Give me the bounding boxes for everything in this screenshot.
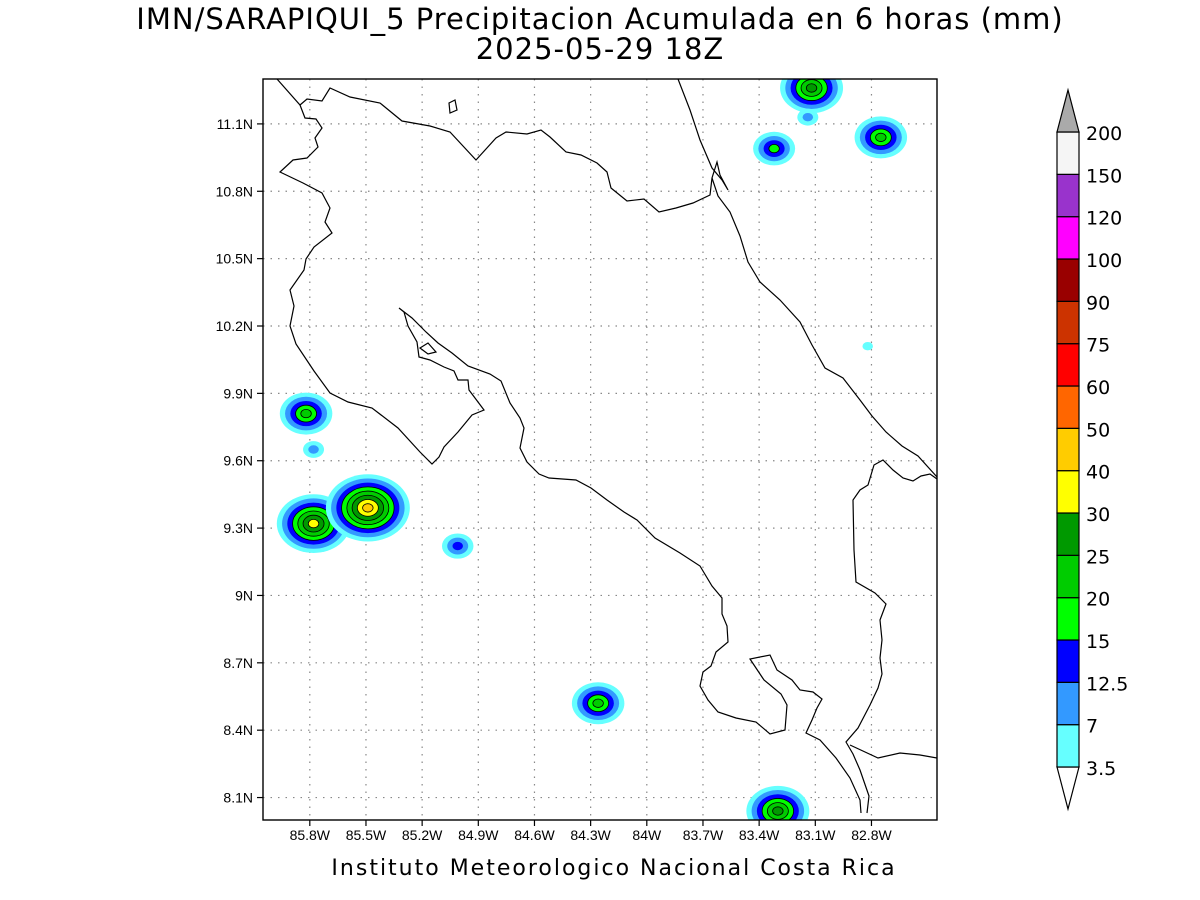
- x-tick-label: 84.6W: [514, 827, 555, 843]
- colorbar-box: [1056, 131, 1080, 175]
- x-tick-label: 83.7W: [683, 827, 724, 843]
- map-frame: [262, 78, 938, 821]
- x-tick-label: 83.1W: [795, 827, 836, 843]
- colorbar-label: 12.5: [1086, 673, 1128, 695]
- y-tick-label: 9.9N: [223, 385, 253, 401]
- colorbar-label: 100: [1086, 250, 1122, 272]
- y-tick-label: 8.4N: [223, 722, 253, 738]
- colorbar-label: 3.5: [1086, 758, 1116, 780]
- colorbar-label: 150: [1086, 165, 1122, 187]
- lake-nicaragua-shore: [276, 79, 729, 213]
- precip-cell: [753, 131, 796, 166]
- y-tick-label: 8.7N: [223, 655, 253, 671]
- colorbar-label: 7: [1086, 716, 1098, 738]
- colorbar-label: 50: [1086, 419, 1110, 441]
- caribbean-coastline: [711, 177, 937, 478]
- y-tick-label: 9.6N: [223, 453, 253, 469]
- colorbar-box: [1056, 639, 1080, 683]
- map-title: IMN/SARAPIQUI_5 Precipitacion Acumulada …: [136, 2, 1064, 36]
- map-subtitle-datetime: 2025-05-29 18Z: [475, 32, 725, 66]
- colorbar-box: [1056, 427, 1080, 472]
- colorbar-label: 20: [1086, 589, 1110, 611]
- y-tick-label: 10.8N: [216, 183, 253, 199]
- colorbar-box: [1056, 554, 1080, 599]
- precip-cell: [854, 116, 908, 159]
- x-tick-label: 83.4W: [739, 827, 780, 843]
- x-tick-label: 85.2W: [402, 827, 443, 843]
- precip-cell: [780, 79, 844, 114]
- y-tick-label: 10.2N: [216, 318, 253, 334]
- colorbar-box: [1056, 597, 1080, 641]
- precip-cell: [797, 108, 819, 126]
- nicoya-lagoon: [418, 342, 438, 355]
- y-tick-label: 11.1N: [217, 116, 253, 132]
- colorbar-box: [1056, 512, 1080, 556]
- footer-credit: Instituto Meteorologico Nacional Costa R…: [331, 856, 897, 881]
- colorbar-box: [1056, 258, 1080, 302]
- colorbar-label: 120: [1086, 208, 1122, 230]
- colorbar-label: 75: [1086, 335, 1110, 357]
- precip-cell: [279, 392, 333, 435]
- precip-cell: [862, 342, 873, 351]
- colorbar-box: [1056, 343, 1080, 387]
- x-tick-label: 84W: [632, 827, 662, 843]
- colorbar-label: 30: [1086, 504, 1110, 526]
- precip-cell: [746, 785, 810, 820]
- lake-islet: [448, 99, 458, 114]
- x-tick-label: 85.8W: [290, 827, 331, 843]
- x-tick-label: 84.9W: [458, 827, 499, 843]
- y-tick-label: 10.5N: [216, 251, 253, 267]
- coastlines: [276, 79, 937, 814]
- colorbar-box: [1056, 681, 1080, 726]
- colorbar-box: [1056, 216, 1080, 260]
- colorbar-low-triangle: [1056, 766, 1080, 812]
- colorbar-label: 90: [1086, 292, 1110, 314]
- colorbar-box: [1056, 300, 1080, 345]
- x-tick-label: 82.8W: [851, 827, 892, 843]
- x-tick-label: 85.5W: [346, 827, 387, 843]
- longitude-ticks: 85.8W 85.5W 85.2W 84.9W 84.6W 84.3W 84W 83.7W 83…: [290, 820, 892, 843]
- precip-cell: [571, 682, 625, 725]
- colorbar-label: 60: [1086, 377, 1110, 399]
- colorbar-label: 15: [1086, 631, 1110, 653]
- colorbar-high-triangle: [1056, 87, 1080, 133]
- colorbar-label: 40: [1086, 462, 1110, 484]
- x-tick-label: 84.3W: [570, 827, 611, 843]
- colorbar-label: 25: [1086, 546, 1110, 568]
- precip-cell: [441, 533, 474, 559]
- y-tick-label: 9.3N: [223, 520, 253, 536]
- colorbar-box: [1056, 724, 1080, 768]
- panama-coastline: [849, 744, 937, 759]
- colorbar-box: [1056, 385, 1080, 429]
- y-tick-label: 9N: [235, 587, 253, 603]
- colorbar-label: 200: [1086, 123, 1122, 145]
- colorbar-box: [1056, 470, 1080, 514]
- precip-cell: [303, 441, 325, 458]
- colorbar-box: [1056, 173, 1080, 218]
- pacific-coastline: [278, 104, 862, 814]
- precip-cell: [325, 474, 410, 542]
- precipitation-cells: [276, 79, 908, 820]
- latitude-ticks: 8.1N 8.4N 8.7N 9N 9.3N 9.6N 9.9N 10.2N 10.5N 10.8…: [216, 116, 263, 806]
- burica-peninsula: [845, 459, 937, 814]
- colorbar-legend: 3.5 7 12.5 15 20 25 30 40 50 60 75 90 100 120 150 200: [1056, 87, 1128, 812]
- y-tick-label: 8.1N: [223, 790, 253, 806]
